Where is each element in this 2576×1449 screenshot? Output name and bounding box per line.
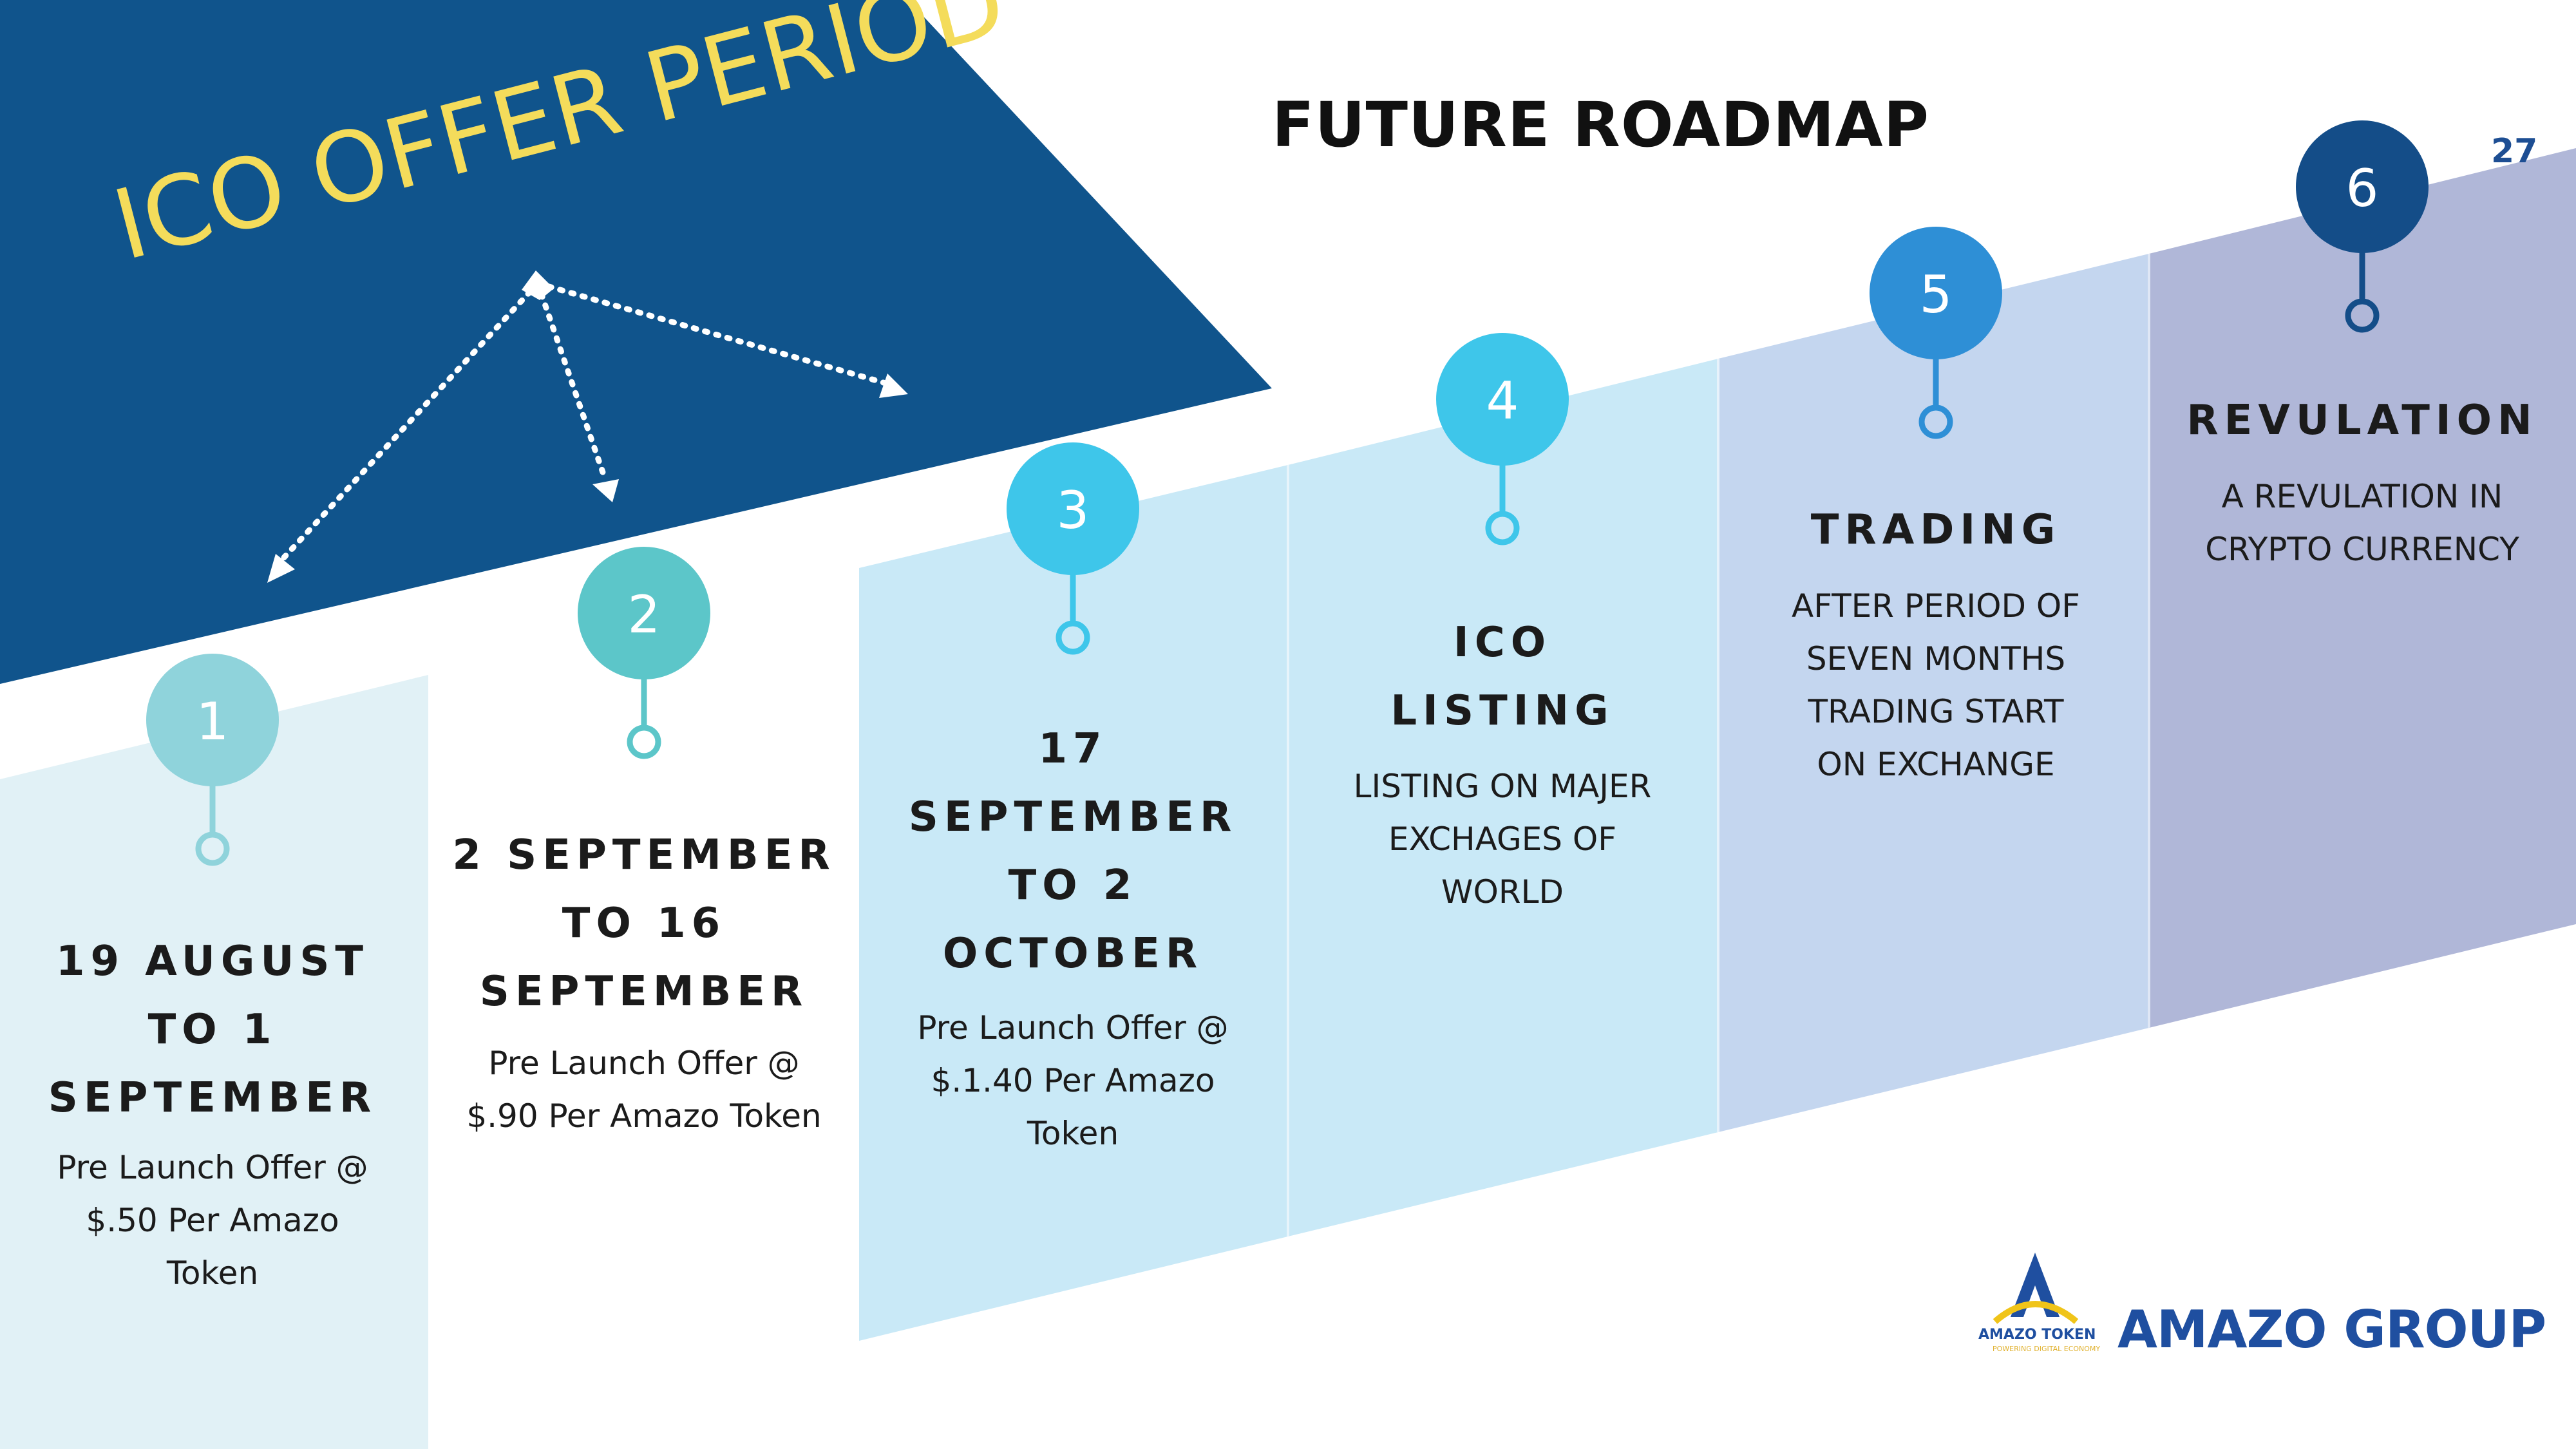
step-description-line: Token [1027,1115,1119,1152]
step-1-number: 1 [196,692,229,752]
step-description-line: Pre Launch Offer @ [488,1045,800,1082]
step-heading-line: TO 1 [147,1006,278,1054]
step-heading-line: SEPTEMBER [479,968,809,1016]
band-4 [1288,359,1718,1236]
arrow-heads [267,270,908,583]
step-description-line: $.50 Per Amazo [86,1202,339,1239]
step-6-description: A REVULATION IN CRYPTO CURRENCY [2205,470,2519,576]
step-5-pin-ring [1918,404,1953,439]
band-1 [0,675,428,1449]
step-heading-line: SEPTEMBER [908,793,1238,841]
step-6-circle [2296,120,2429,253]
step-description-line: $.90 Per Amazo Token [466,1097,822,1135]
step-4-number: 4 [1486,371,1519,431]
amazo-logo-emblem [1993,1253,2079,1324]
step-heading-line: TO 2 [1008,862,1138,909]
step-description-line: Pre Launch Offer @ [917,1009,1229,1046]
step-description-line: TRADING START [1808,693,2064,730]
step-1-heading: 19 AUGUST TO 1 SEPTEMBER [48,927,377,1132]
step-2-heading: 2 SEPTEMBER TO 16 SEPTEMBER [452,821,835,1026]
step-3-number: 3 [1057,480,1090,540]
step-2-number: 2 [628,585,661,645]
step-3-heading: 17 SEPTEMBER TO 2 OCTOBER [909,715,1238,988]
step-4-heading: ICO LISTING [1390,609,1614,745]
step-3-circle [1007,442,1139,575]
step-description-line: WORLD [1441,873,1564,911]
step-heading-line: 2 SEPTEMBER [452,831,836,879]
step-3-pin-ring [1056,620,1090,655]
page-number: 27 [2491,132,2538,171]
amazo-group-logo-text: AMAZO GROUP [2117,1300,2546,1359]
step-description-line: $.1.40 Per Amazo [931,1062,1215,1099]
step-heading-line: TRADING [1810,506,2061,554]
step-3-description: Pre Launch Offer @ $.1.40 Per Amazo Token [917,1001,1228,1160]
step-description-line: SEVEN MONTHS [1806,640,2066,677]
band-6 [2149,148,2576,1028]
step-2-pin-ring [627,724,661,759]
step-description-line: LISTING ON MAJER [1353,768,1652,805]
step-5-heading: TRADING [1811,496,2061,564]
step-6-number: 6 [2346,158,2379,218]
step-heading-line: TO 16 [562,900,726,947]
step-description-line: AFTER PERIOD OF [1792,587,2080,625]
step-description-line: Token [166,1255,259,1292]
step-6-pin-ring [2345,298,2380,333]
step-heading-line: REVULATION [2186,397,2538,444]
amazo-token-label: AMAZO TOKEN [1978,1327,2096,1343]
step-4-pin-ring [1485,511,1520,545]
step-heading-line: OCTOBER [942,930,1204,978]
step-heading-line: 19 AUGUST [55,938,370,985]
step-5-description: AFTER PERIOD OF SEVEN MONTHS TRADING START… [1792,580,2080,791]
page-title: FUTURE ROADMAP [1272,89,1930,161]
ico-panel [0,0,1272,684]
step-description-line: EXCHAGES OF [1388,820,1617,858]
step-description-line: ON EXCHANGE [1817,746,2055,783]
step-heading-line: LISTING [1390,687,1615,735]
step-4-description: LISTING ON MAJER EXCHAGES OF WORLD [1354,760,1652,918]
band-3 [859,465,1288,1341]
ico-arrows [278,280,889,564]
amazo-token-tagline: POWERING DIGITAL ECONOMY [1993,1345,2101,1353]
step-1-description: Pre Launch Offer @ $.50 Per Amazo Token [57,1141,368,1300]
step-2-description: Pre Launch Offer @ $.90 Per Amazo Token [466,1037,821,1142]
step-1-circle [146,654,279,786]
step-5-circle [1870,227,2002,359]
step-heading-line: ICO [1453,619,1552,667]
step-4-circle [1436,333,1569,466]
band-5 [1718,254,2149,1132]
step-description-line: Pre Launch Offer @ [57,1149,368,1186]
step-heading-line: SEPTEMBER [48,1074,377,1122]
step-heading-line: 17 [1038,725,1108,773]
step-description-line: A REVULATION IN [2221,478,2503,515]
step-1-pin-ring [195,831,230,866]
step-description-line: CRYPTO CURRENCY [2205,531,2519,568]
step-6-heading: REVULATION [2186,386,2537,455]
step-2-circle [578,547,710,679]
step-5-number: 5 [1920,265,1953,325]
